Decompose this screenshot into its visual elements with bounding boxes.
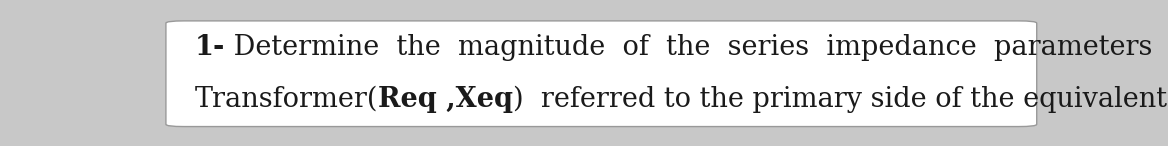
Text: 1-: 1- bbox=[195, 34, 225, 61]
Text: Transformer(: Transformer( bbox=[195, 86, 378, 113]
Text: )  referred to the primary side of the equivalent Circuit.: ) referred to the primary side of the eq… bbox=[513, 86, 1168, 113]
FancyBboxPatch shape bbox=[166, 21, 1037, 127]
Text: Determine  the  magnitude  of  the  series  impedance  parameters  of: Determine the magnitude of the series im… bbox=[225, 34, 1168, 61]
Text: Req ,Xeq: Req ,Xeq bbox=[378, 86, 513, 113]
